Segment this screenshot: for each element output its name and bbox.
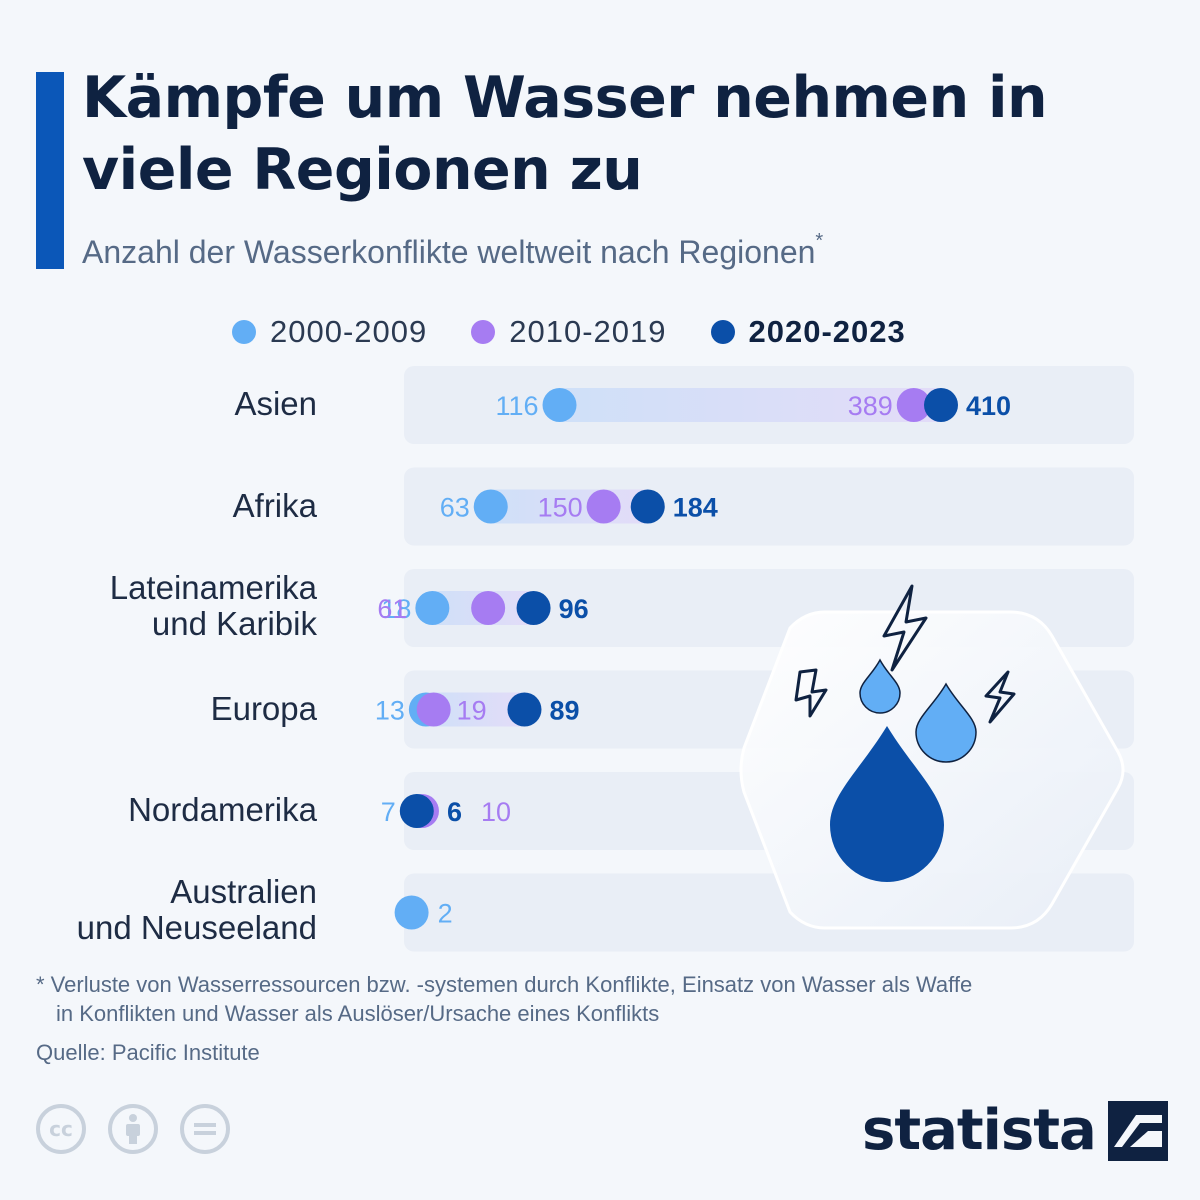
lightning-icon <box>882 584 928 672</box>
footnote-line: in Konflikten und Wasser als Auslöser/Ur… <box>56 1001 660 1026</box>
legend-item-2020: 2020-2023 <box>710 314 906 350</box>
dot-2010-2019 <box>586 489 621 524</box>
row-label-line: Nordamerika <box>128 791 317 828</box>
no-derivatives-icon[interactable] <box>180 1104 230 1154</box>
footnote: * Verluste von Wasserressourcen bzw. -sy… <box>36 970 1176 1028</box>
value-label-2020: 96 <box>559 594 589 624</box>
legend-dot-2000 <box>232 320 256 344</box>
illustration-badge <box>739 610 1125 930</box>
value-label-2020: 184 <box>673 493 718 523</box>
row-label-line: Afrika <box>232 487 317 524</box>
row-label-afrika: Afrika <box>233 488 317 524</box>
dot-2020-2023 <box>924 388 958 422</box>
page-title: Kämpfe um Wasser nehmen in viele Regione… <box>82 65 1048 203</box>
row-label-line: Lateinamerika <box>109 569 317 606</box>
dot-2000-2009 <box>473 489 508 524</box>
value-label-2010: 10 <box>481 797 511 827</box>
accent-bar <box>36 72 64 269</box>
subtitle: Anzahl der Wasserkonflikte weltweit nach… <box>82 230 823 271</box>
large-drop-icon <box>830 726 944 882</box>
dot-2020-2023 <box>630 489 665 524</box>
legend-label-2020: 2020-2023 <box>748 314 906 349</box>
row-label-nordamerika: Nordamerika <box>128 792 317 828</box>
legend-dot-2010 <box>471 320 496 344</box>
value-label-2000: 18 <box>381 594 411 624</box>
dot-2000-2009 <box>542 388 577 422</box>
connectors <box>416 388 941 828</box>
value-label-2020: 6 <box>447 797 462 827</box>
footnote-line: * Verluste von Wasserressourcen bzw. -sy… <box>36 972 973 997</box>
legend: 2000-2009 2010-2019 2020-2023 <box>232 310 950 354</box>
legend-item-2010: 2010-2019 <box>471 314 666 350</box>
dot-2010-2019 <box>416 692 451 727</box>
value-label-2010: 389 <box>848 391 893 421</box>
value-label-2000: 63 <box>440 493 470 523</box>
source: Quelle: Pacific Institute <box>36 1040 260 1065</box>
legend-label-2010: 2010-2019 <box>509 314 667 349</box>
value-label-2010: 61 <box>377 594 407 624</box>
value-label-2020: 89 <box>549 696 579 726</box>
value-label-2010: 19 <box>457 696 487 726</box>
row-label-line: Australien <box>170 873 317 910</box>
small-drop-icon <box>859 658 901 714</box>
license-icons: cc <box>36 1104 252 1154</box>
dot-2020-2023 <box>399 794 434 828</box>
water-conflict-illustration <box>739 584 1125 930</box>
dot-2020-2023 <box>516 591 551 625</box>
row-label-australien: Australien und Neuseeland <box>77 874 317 946</box>
value-label-2010: 150 <box>538 493 583 523</box>
statista-logo[interactable]: statista <box>862 1098 1168 1163</box>
value-label-2000: 13 <box>375 696 405 726</box>
row-label-europa: Europa <box>211 691 317 727</box>
row-label-line: Asien <box>234 385 317 422</box>
cc-icon[interactable]: cc <box>36 1104 86 1154</box>
dot-2010-2019 <box>896 388 931 422</box>
connector-bar <box>559 388 941 422</box>
row-label-asien: Asien <box>234 386 317 422</box>
dot-2000-2009 <box>394 895 429 930</box>
row-label-line: und Karibik <box>151 605 317 642</box>
statista-mark-icon <box>1107 1100 1168 1161</box>
data-points <box>394 388 958 930</box>
value-label-2000: 116 <box>495 391 538 421</box>
value-label-2020: 410 <box>966 391 1011 421</box>
subtitle-text: Anzahl der Wasserkonflikte weltweit nach… <box>82 234 816 270</box>
legend-item-2000: 2000-2009 <box>232 314 427 350</box>
attribution-icon[interactable] <box>108 1104 158 1154</box>
value-label-2000: 7 <box>381 797 396 827</box>
medium-drop-icon <box>915 682 977 763</box>
dot-2000-2009 <box>415 591 450 625</box>
person-icon <box>126 1114 140 1144</box>
row-label-lateinamerika: Lateinamerika und Karibik <box>110 570 317 642</box>
lightning-icon <box>794 668 828 718</box>
row-label-line: und Neuseeland <box>76 909 317 946</box>
legend-dot-2020 <box>710 320 735 344</box>
equals-icon <box>194 1123 216 1135</box>
dot-2010-2019 <box>471 591 506 625</box>
connector-bar <box>490 489 648 524</box>
lightning-icon <box>984 670 1016 724</box>
logo-wordmark: statista <box>862 1098 1097 1163</box>
value-label-2000: 2 <box>438 899 453 929</box>
dot-2020-2023 <box>507 692 542 727</box>
row-label-line: Europa <box>210 690 317 727</box>
legend-label-2000: 2000-2009 <box>270 314 428 349</box>
row-background <box>404 467 1134 546</box>
subtitle-footnote-mark: * <box>815 230 824 252</box>
